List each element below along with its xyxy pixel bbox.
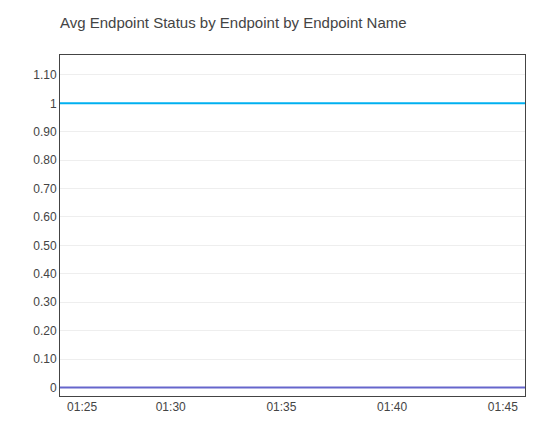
svg-text:1: 1 (50, 97, 57, 111)
svg-text:0.50: 0.50 (33, 239, 57, 253)
svg-text:0.80: 0.80 (33, 153, 57, 167)
svg-text:Avg Endpoint Status by Endpoin: Avg Endpoint Status by Endpoint by Endpo… (60, 14, 407, 31)
svg-text:0.10: 0.10 (33, 352, 57, 366)
svg-text:01:30: 01:30 (156, 400, 186, 414)
svg-text:01:25: 01:25 (67, 400, 97, 414)
svg-text:0.30: 0.30 (33, 295, 57, 309)
svg-text:0: 0 (50, 381, 57, 395)
svg-text:01:45: 01:45 (488, 400, 518, 414)
svg-text:0.70: 0.70 (33, 182, 57, 196)
svg-text:0.60: 0.60 (33, 210, 57, 224)
svg-text:0.40: 0.40 (33, 267, 57, 281)
svg-text:0.20: 0.20 (33, 324, 57, 338)
svg-text:1.10: 1.10 (33, 68, 57, 82)
svg-text:01:35: 01:35 (266, 400, 296, 414)
svg-text:0.90: 0.90 (33, 125, 57, 139)
svg-text:01:40: 01:40 (377, 400, 407, 414)
